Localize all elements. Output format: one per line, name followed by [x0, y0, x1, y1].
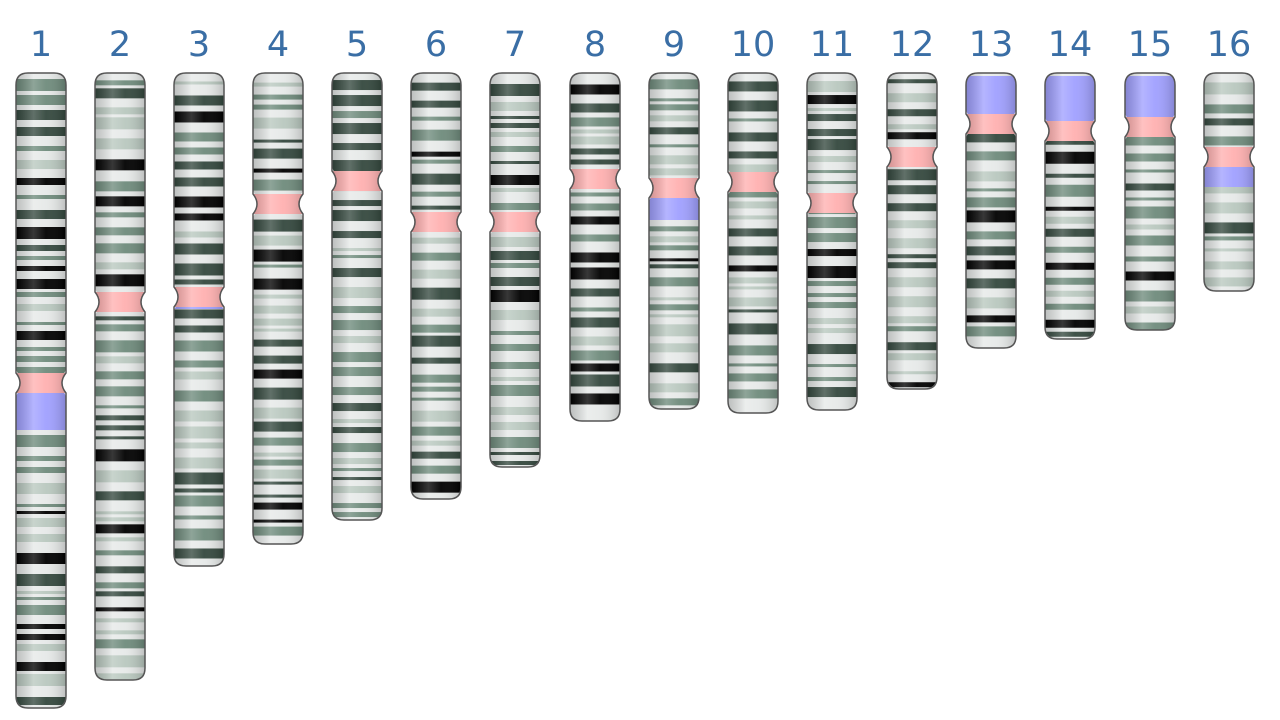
chromosome-label: 9	[663, 25, 685, 65]
chromosome-label: 14	[1048, 25, 1093, 65]
chromosome-label: 6	[425, 25, 447, 65]
chromosome-outline	[331, 72, 383, 521]
chromosome-outline	[15, 72, 67, 709]
chromosome-outline	[94, 72, 146, 681]
chromosome-label: 15	[1128, 25, 1173, 65]
chromosome-outline	[489, 72, 541, 468]
chromosome-outline	[410, 72, 462, 500]
chromosome-14	[1044, 72, 1096, 340]
chromosome-label: 7	[504, 25, 526, 65]
chromosome-label: 10	[731, 25, 776, 65]
chromosome-6	[410, 72, 462, 500]
chromosome-label: 12	[890, 25, 935, 65]
chromosome-label: 2	[109, 25, 131, 65]
chromosome-3	[173, 72, 225, 567]
chromosome-outline	[727, 72, 779, 414]
chromosome-outline	[806, 72, 858, 411]
chromosome-2	[94, 72, 146, 681]
chromosome-4	[252, 72, 304, 545]
chromosome-15	[1124, 72, 1176, 331]
chromosome-label: 16	[1207, 25, 1252, 65]
chromosome-8	[569, 72, 621, 422]
chromosome-label: 5	[346, 25, 368, 65]
chromosome-12	[886, 72, 938, 390]
chromosome-label: 13	[969, 25, 1014, 65]
chromosome-11	[806, 72, 858, 411]
chromosome-label: 3	[188, 25, 210, 65]
chromosome-label: 8	[584, 25, 606, 65]
chromosome-label: 11	[810, 25, 855, 65]
chromosome-1	[15, 72, 67, 709]
chromosome-7	[489, 72, 541, 468]
chromosome-5	[331, 72, 383, 521]
chromosome-outline	[1203, 72, 1255, 292]
chromosome-outline	[569, 72, 621, 422]
chromosome-16	[1203, 72, 1255, 292]
chromosome-9	[648, 72, 700, 410]
chromosome-outline	[173, 72, 225, 567]
chromosome-outline	[965, 72, 1017, 349]
chromosome-outline	[252, 72, 304, 545]
chromosome-13	[965, 72, 1017, 349]
chromosome-outline	[648, 72, 700, 410]
chromosome-label: 1	[30, 25, 52, 65]
chromosome-10	[727, 72, 779, 414]
chromosome-label: 4	[267, 25, 289, 65]
chromosome-outline	[1044, 72, 1096, 340]
chromosome-outline	[1124, 72, 1176, 331]
chromosome-outline	[886, 72, 938, 390]
